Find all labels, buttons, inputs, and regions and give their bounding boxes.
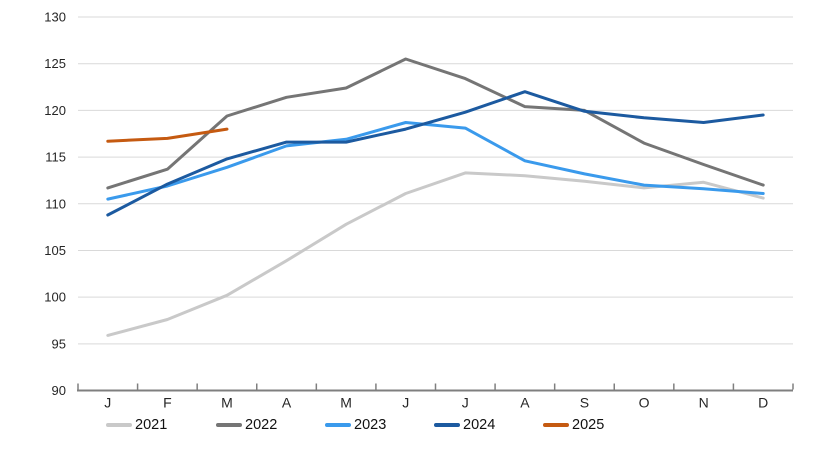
legend: 2021 2022 2023 2024 2025 — [0, 415, 820, 439]
legend-item-2022: 2022 — [216, 415, 277, 435]
legend-label: 2025 — [572, 417, 605, 433]
x-tick-label: M — [340, 395, 352, 411]
y-tick-label: 115 — [45, 150, 66, 165]
series-line-2023 — [106, 121, 765, 201]
x-tick-label: D — [758, 395, 768, 411]
x-tick-label: J — [104, 395, 111, 411]
legend-label: 2022 — [245, 417, 278, 433]
y-tick-label: 105 — [44, 243, 66, 258]
y-tick-label: 125 — [44, 56, 66, 71]
x-tick-label: J — [462, 395, 469, 411]
y-tick-label: 95 — [52, 336, 66, 351]
x-tick-label: S — [580, 395, 589, 411]
y-tick-label: 100 — [44, 290, 66, 305]
x-tick-label: N — [699, 395, 709, 411]
series-line-2024 — [106, 90, 765, 217]
x-tick-label: J — [402, 395, 409, 411]
legend-swatch-2023 — [325, 423, 351, 427]
x-tick-label: O — [639, 395, 650, 411]
legend-label: 2021 — [135, 417, 168, 433]
legend-item-2025: 2025 — [543, 415, 604, 435]
x-tick-label: A — [520, 395, 530, 411]
legend-item-2023: 2023 — [325, 415, 386, 435]
x-tick-label: A — [282, 395, 292, 411]
legend-swatch-2024 — [434, 423, 460, 427]
x-tick-label: M — [221, 395, 233, 411]
legend-swatch-2021 — [106, 423, 132, 427]
x-tick-label: F — [163, 395, 172, 411]
legend-swatch-2022 — [216, 423, 242, 427]
series-line-2025 — [106, 127, 229, 143]
y-tick-label: 120 — [44, 103, 66, 118]
y-tick-label: 110 — [45, 196, 66, 211]
legend-item-2021: 2021 — [106, 415, 167, 435]
legend-swatch-2025 — [543, 423, 569, 427]
y-tick-label: 130 — [44, 10, 66, 25]
series-line-2022 — [106, 57, 765, 190]
legend-label: 2024 — [463, 417, 496, 433]
series-line-2021 — [106, 171, 765, 337]
legend-label: 2023 — [354, 417, 387, 433]
y-tick-label: 90 — [52, 383, 66, 398]
legend-item-2024: 2024 — [434, 415, 495, 435]
